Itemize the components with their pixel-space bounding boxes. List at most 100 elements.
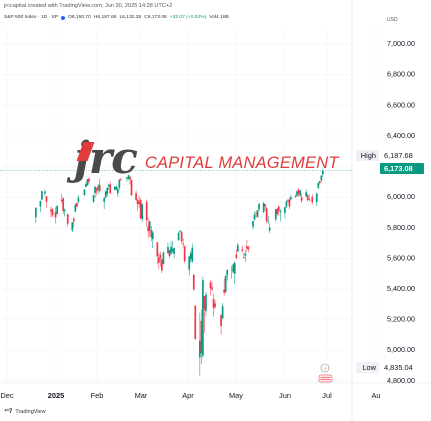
last-price-tag-badge	[380, 163, 424, 174]
candle-body	[168, 249, 171, 257]
candle-body	[170, 246, 172, 254]
candle-body	[50, 209, 52, 212]
high-price-tag-badge	[380, 150, 424, 161]
candle-body	[115, 186, 118, 190]
candle-body	[296, 191, 298, 196]
candle-body	[156, 242, 159, 257]
candle-body	[66, 214, 69, 224]
y-tick-label: 5,400.00	[387, 284, 415, 293]
candle-body	[232, 264, 235, 273]
candle-body	[173, 247, 175, 254]
candle-body	[71, 222, 74, 231]
candle-body	[264, 204, 266, 207]
candle-body	[159, 254, 162, 259]
candle-body	[177, 232, 180, 241]
high-price-tag-label: High	[361, 151, 376, 160]
candle-body	[147, 226, 150, 232]
candle-body	[203, 296, 206, 310]
symbol-name[interactable]: S&P 500 Index · 1D · SP	[4, 15, 59, 20]
candle-body	[212, 298, 215, 308]
candle-body	[188, 256, 191, 270]
tradingview-brand[interactable]: ⁴¹7 TradingView	[4, 409, 46, 415]
earnings-flag-icon[interactable]	[318, 374, 333, 383]
candle-body	[205, 294, 207, 312]
candle-body	[183, 246, 186, 262]
candle-body	[120, 179, 122, 181]
dividend-event-icon[interactable]	[320, 363, 330, 373]
candle-body	[72, 218, 75, 222]
candle-body	[256, 210, 259, 218]
x-tick-label: Mar	[135, 391, 148, 400]
currency-label: USD	[387, 17, 398, 23]
last-price-tag-value: 6,173.08	[384, 164, 413, 173]
candle-body	[44, 191, 46, 194]
candle-body	[322, 170, 324, 175]
candle-body	[171, 248, 174, 252]
low-price-tag-value: 4,835.04	[384, 363, 413, 372]
candle-body	[97, 186, 99, 190]
price-tags-layer: High 6,187.68 6,173.08 Low 4,835.04	[356, 150, 424, 373]
candle-body	[220, 314, 222, 327]
candle-body	[317, 183, 320, 188]
x-tick-label: Feb	[91, 391, 104, 400]
candle-body	[320, 175, 323, 181]
candle-body	[288, 199, 291, 207]
candle-body	[62, 198, 65, 212]
candle-body	[180, 232, 183, 242]
candle-body	[308, 199, 311, 201]
lightning-icon: ⚡	[323, 365, 327, 372]
symbol-legend[interactable]: S&P 500 Index · 1D · SP O6,150.70 H6,187…	[4, 15, 229, 20]
candle-body	[167, 246, 169, 254]
candle-body	[41, 191, 43, 200]
candle-body	[255, 213, 257, 214]
candle-body	[200, 320, 203, 353]
low-price-tag-label: Low	[362, 363, 376, 372]
candle-body	[300, 197, 303, 201]
price-change: +32.07 (+0.52%)	[169, 15, 207, 20]
candle-body	[199, 340, 201, 358]
volume-value: Vol4.18B	[209, 15, 229, 20]
event-icons[interactable]: ⚡	[318, 363, 333, 383]
candle-body	[161, 259, 163, 271]
candle-body	[214, 303, 216, 307]
candle-body	[268, 227, 271, 231]
candle-body	[252, 221, 254, 227]
candle-body	[211, 287, 213, 290]
candle-body	[267, 221, 270, 223]
candle-body	[76, 202, 78, 207]
candle-body	[54, 212, 57, 218]
low-label-bg	[356, 362, 379, 373]
candle-body	[221, 306, 224, 319]
candles-layer	[35, 168, 324, 376]
candle-body	[277, 206, 280, 211]
candle-body	[191, 247, 194, 262]
time-axis[interactable]: Dec 2025 Feb Mar Apr May Jun Jul Au	[0, 391, 380, 400]
candle-body	[39, 201, 42, 207]
y-tick-label: 5,600.00	[387, 253, 415, 262]
candle-body	[243, 257, 245, 259]
ohlc-open: O6,150.70	[68, 15, 91, 20]
candle-body	[98, 184, 101, 192]
candle-body	[35, 207, 37, 218]
candle-body	[77, 197, 80, 202]
candle-body	[305, 192, 307, 197]
candle-body	[253, 214, 256, 220]
candle-body	[274, 209, 277, 220]
candle-body	[94, 186, 96, 194]
candle-body	[126, 177, 128, 179]
candle-body	[284, 207, 286, 213]
candle-body	[224, 276, 227, 292]
y-tick-label: 6,800.00	[387, 70, 415, 79]
tradingview-logo-icon: ⁴¹7	[4, 409, 13, 415]
x-tick-label: 2025	[48, 391, 64, 400]
candle-body	[202, 280, 204, 356]
candle-body	[103, 198, 106, 202]
candle-body	[235, 254, 238, 258]
ohlc-close: C6,173.08	[144, 15, 167, 20]
candle-body	[127, 175, 130, 180]
x-tick-label: Apr	[182, 391, 194, 400]
candle-body	[230, 269, 233, 270]
x-tick-label: Au	[371, 391, 380, 400]
candle-body	[117, 189, 119, 194]
